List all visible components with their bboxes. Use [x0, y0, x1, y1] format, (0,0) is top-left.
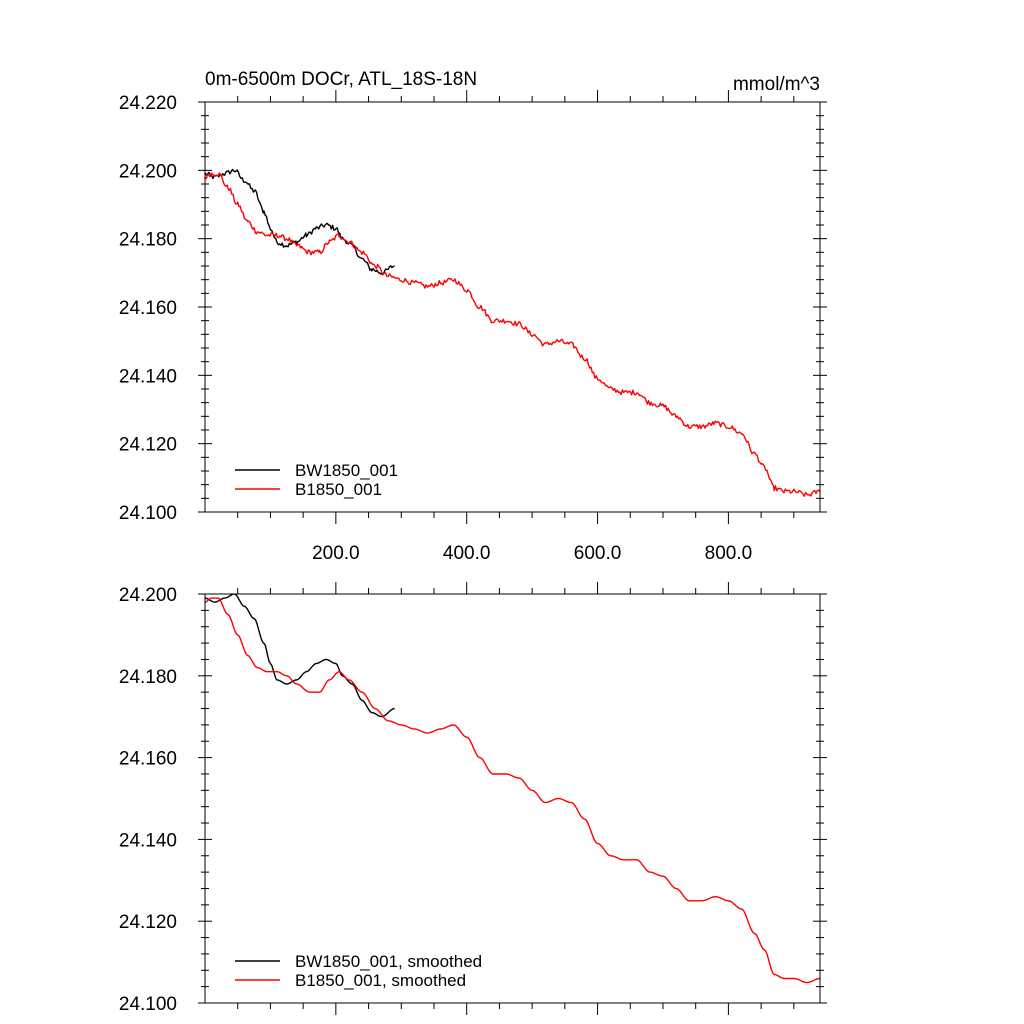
y-tick-label: 24.120 [119, 912, 177, 933]
chart-title: 0m-6500m DOCr, ATL_18S-18N [205, 69, 477, 90]
legend-label: BW1850_001 [295, 461, 398, 480]
chart-panel-2: 24.100 24.120 24.140 24.160 24.180 24.200 BW18… [119, 582, 827, 1015]
plot-frame [204, 593, 821, 1004]
series-line-b1850 [205, 172, 820, 497]
y-tick-label: 24.180 [119, 667, 177, 688]
plot-frame [204, 101, 821, 513]
y-tick-label: 24.100 [119, 503, 177, 524]
x-tick-label: 400.0 [443, 543, 491, 564]
series-line-b1850 [205, 597, 820, 984]
legend-label: B1850_001 [295, 480, 382, 499]
y-tick-label: 24.200 [119, 585, 177, 606]
chart-panel-1: 24.100 24.120 24.140 24.160 24.180 24.200 24.2… [119, 69, 827, 564]
y-tick-label: 24.120 [119, 435, 177, 456]
x-tick-label: 800.0 [705, 543, 753, 564]
series-group [205, 168, 820, 497]
x-tick-label: 200.0 [312, 543, 360, 564]
series-line-bw1850 [205, 168, 395, 276]
legend-label: BW1850_001, smoothed [295, 952, 482, 971]
legend-label: B1850_001, smoothed [295, 971, 466, 990]
y-tick-label: 24.220 [119, 93, 177, 114]
y-tick-label: 24.140 [119, 830, 177, 851]
y-tick-label: 24.200 [119, 161, 177, 182]
units-label: mmol/m^3 [733, 74, 820, 95]
x-tick-label: 600.0 [574, 543, 622, 564]
y-tick-label: 24.160 [119, 749, 177, 770]
y-tick-label: 24.140 [119, 366, 177, 387]
y-tick-label: 24.100 [119, 994, 177, 1015]
series-group [205, 594, 820, 984]
series-line-bw1850 [205, 594, 395, 718]
y-tick-label: 24.180 [119, 230, 177, 251]
y-tick-label: 24.160 [119, 298, 177, 319]
